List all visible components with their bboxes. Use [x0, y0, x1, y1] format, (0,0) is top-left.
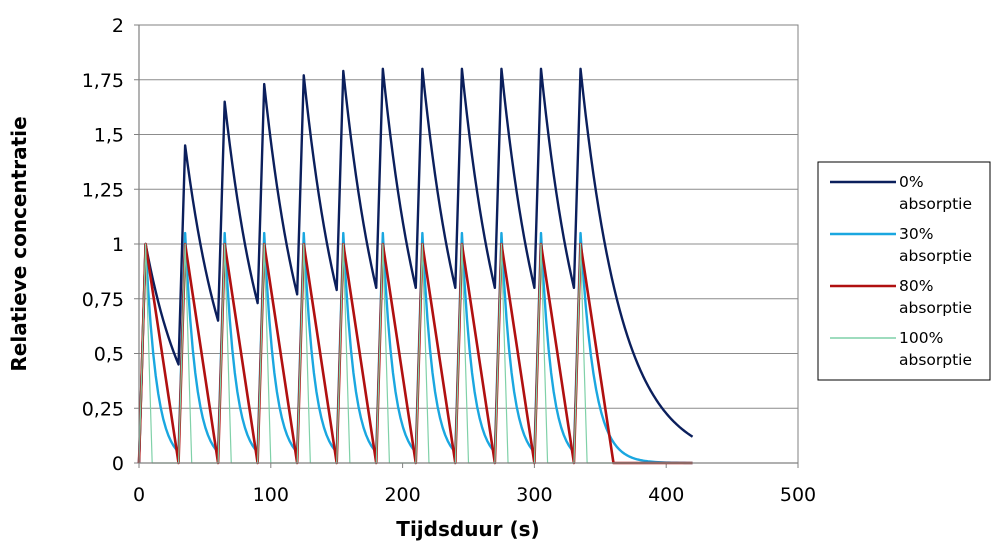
x-tick-label: 100 [253, 484, 289, 506]
legend: 0% absorptie 30% absorptie 80% absorptie 100% a… [817, 161, 991, 381]
y-tick-label: 1,25 [82, 179, 124, 201]
x-tick-label: 200 [384, 484, 420, 506]
legend-label: absorptie [899, 351, 972, 369]
y-tick-label: 0 [112, 453, 124, 475]
y-tick-labels: 0 0,25 0,5 0,75 1 1,25 1,5 1,75 2 [82, 15, 124, 475]
series-line [137, 67, 694, 464]
x-tick-labels: 0 100 200 300 400 500 [133, 484, 816, 506]
y-tick-label: 1,5 [94, 125, 124, 147]
axes [138, 25, 798, 464]
legend-label: 80% [899, 277, 933, 295]
y-tick-label: 1 [112, 234, 124, 256]
y-tick-label: 1,75 [82, 70, 124, 92]
x-tick-label: 500 [780, 484, 816, 506]
legend-label: absorptie [899, 299, 972, 317]
series-line [137, 242, 693, 465]
y-tick-label: 0,75 [82, 289, 124, 311]
legend-label: absorptie [899, 247, 972, 265]
legend-label: 30% [899, 225, 933, 243]
x-tick-label: 0 [133, 484, 145, 506]
x-tick-label: 400 [648, 484, 684, 506]
y-tick-label: 0,5 [94, 344, 124, 366]
legend-label: absorptie [899, 195, 972, 213]
x-tick-label: 300 [516, 484, 552, 506]
x-axis-title: Tijdsduur (s) [396, 517, 539, 541]
y-tick-label: 2 [112, 15, 124, 37]
y-axis-title: Relatieve concentratie [7, 116, 31, 371]
y-tick-label: 0,25 [82, 398, 124, 420]
legend-label: 100% [899, 329, 943, 347]
legend-box [817, 161, 991, 381]
legend-label: 0% [899, 173, 924, 191]
